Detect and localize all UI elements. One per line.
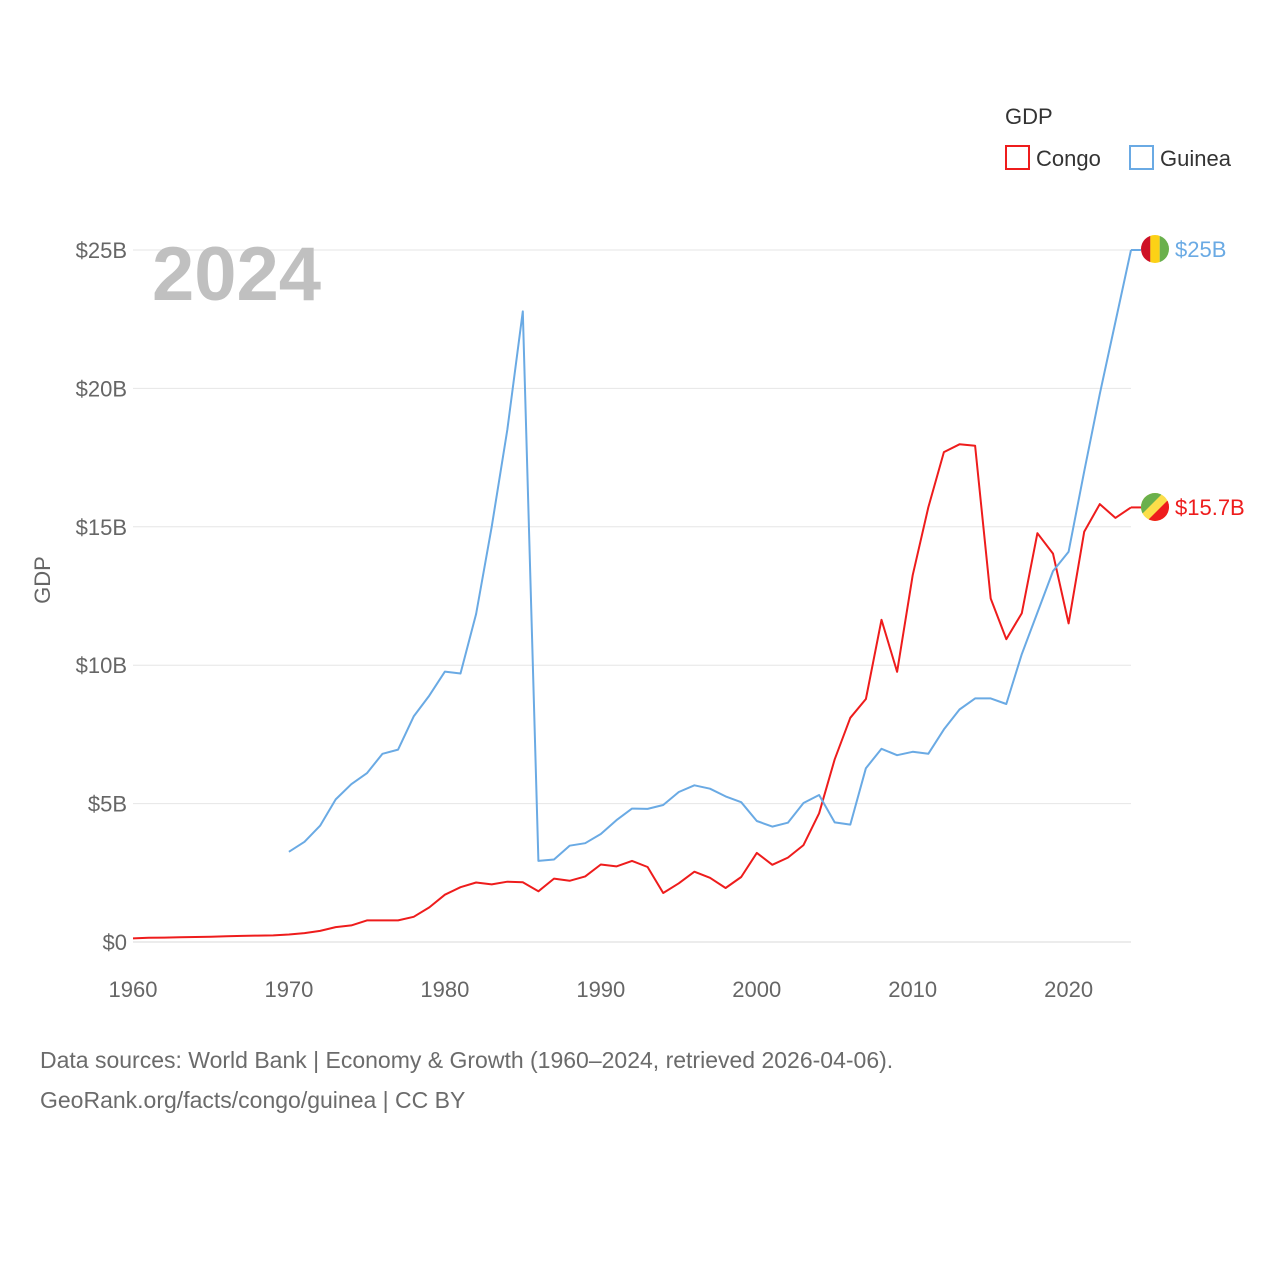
- legend-label-guinea: Guinea: [1160, 146, 1232, 171]
- x-tick-label: 1990: [576, 977, 625, 1002]
- x-axis-ticks: 1960 1970 1980 1990 2000 2010 2020: [109, 977, 1094, 1002]
- series-line-congo[interactable]: [132, 443, 1132, 940]
- y-tick-label: $10B: [76, 653, 127, 678]
- data-source-note: Data sources: World Bank | Economy & Gro…: [40, 1047, 894, 1073]
- x-tick-label: 1970: [264, 977, 313, 1002]
- series-lines: [132, 249, 1141, 940]
- series-end-markers: [1141, 235, 1169, 521]
- y-tick-label: $15B: [76, 515, 127, 540]
- footer: Data sources: World Bank | Economy & Gro…: [40, 1040, 893, 1120]
- y-axis-ticks: $0 $5B $10B $15B $20B $25B: [76, 238, 127, 955]
- x-tick-label: 1960: [109, 977, 158, 1002]
- y-tick-label: $5B: [88, 792, 127, 817]
- gdp-line-chart: 2024 $0$5B$10B$15B$20B$25B 1960 1970 1980 1…: [30, 104, 1245, 1002]
- congo-end-value: $15.7B: [1175, 495, 1245, 520]
- y-tick-label: $25B: [76, 238, 127, 263]
- year-label: 2024: [152, 232, 321, 317]
- x-tick-label: 2020: [1044, 977, 1093, 1002]
- series-line-guinea[interactable]: [288, 249, 1132, 862]
- legend-swatch-congo: [1005, 145, 1030, 170]
- legend-swatch-guinea: [1129, 145, 1154, 170]
- y-tick-label: $20B: [76, 376, 127, 401]
- attribution-link[interactable]: GeoRank.org/facts/congo/guinea | CC BY: [40, 1087, 466, 1113]
- congo-flag-icon: [1141, 493, 1169, 521]
- gridlines: [133, 249, 1131, 943]
- legend-item-congo[interactable]: Congo: [1005, 145, 1101, 171]
- legend: GDP Congo Guinea: [1005, 104, 1232, 171]
- legend-label-congo: Congo: [1036, 146, 1101, 171]
- x-tick-label: 2010: [888, 977, 937, 1002]
- x-tick-label: 1980: [420, 977, 469, 1002]
- guinea-flag-icon: [1141, 235, 1169, 263]
- guinea-end-value: $25B: [1175, 237, 1226, 262]
- legend-title: GDP: [1005, 104, 1053, 129]
- y-axis-label: GDP: [30, 556, 55, 604]
- y-tick-label: $0: [103, 930, 127, 955]
- legend-item-guinea[interactable]: Guinea: [1129, 145, 1232, 171]
- x-tick-label: 2000: [732, 977, 781, 1002]
